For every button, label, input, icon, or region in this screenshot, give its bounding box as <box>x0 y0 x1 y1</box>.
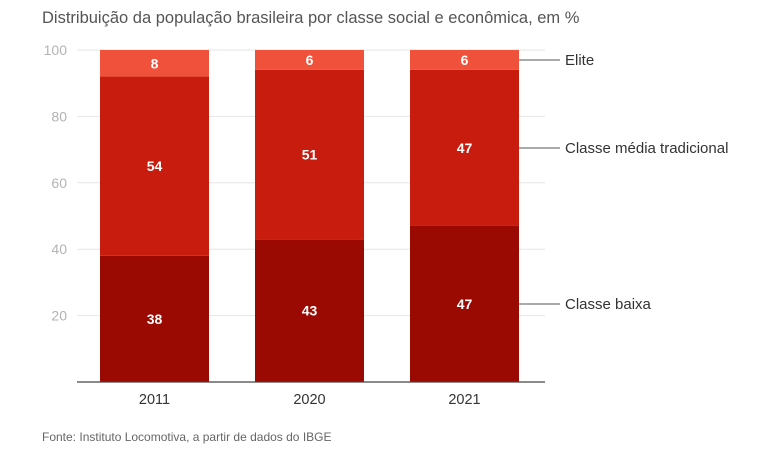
series-labels: Classe baixa Classe média tradicional Elit… <box>519 52 728 313</box>
bar-segment <box>100 76 209 256</box>
x-axis-ticks: 2011 2020 2021 <box>77 381 545 408</box>
bar-segment <box>410 69 519 226</box>
bar-value-label: 51 <box>302 147 318 163</box>
bar-segment <box>410 50 519 70</box>
series-label: Elite <box>565 52 594 69</box>
bar-value-label: 43 <box>302 303 318 319</box>
y-axis-ticks: 20 40 60 80 100 <box>44 42 68 324</box>
bar-value-label: 6 <box>461 52 469 68</box>
bar-value-label: 54 <box>147 158 163 174</box>
value-labels: 38 54 8 43 51 6 47 47 6 <box>147 52 473 327</box>
bar-segment <box>410 225 519 382</box>
bar-segment <box>255 239 364 382</box>
bar-segment <box>100 255 209 382</box>
bar-value-label: 8 <box>151 55 159 71</box>
y-tick-label: 80 <box>51 108 67 124</box>
bars <box>100 50 519 382</box>
bar-value-label: 47 <box>457 296 473 312</box>
bar-segment <box>255 69 364 240</box>
bar-segment <box>255 50 364 70</box>
x-tick-label: 2020 <box>293 392 325 408</box>
y-tick-label: 100 <box>44 42 68 58</box>
bar-value-label: 6 <box>306 52 314 68</box>
bar-segment <box>100 50 209 77</box>
y-tick-label: 40 <box>51 241 67 257</box>
x-tick-label: 2011 <box>139 392 170 408</box>
series-label: Classe baixa <box>565 296 652 313</box>
y-tick-label: 60 <box>51 175 67 191</box>
bar-value-label: 38 <box>147 311 163 327</box>
chart-title: Distribuição da população brasileira por… <box>42 9 580 27</box>
y-tick-label: 20 <box>51 308 67 324</box>
source-note: Fonte: Instituto Locomotiva, a partir de… <box>42 430 332 444</box>
x-tick-label: 2021 <box>448 392 480 408</box>
series-label: Classe média tradicional <box>565 140 728 157</box>
bar-value-label: 47 <box>457 140 473 156</box>
